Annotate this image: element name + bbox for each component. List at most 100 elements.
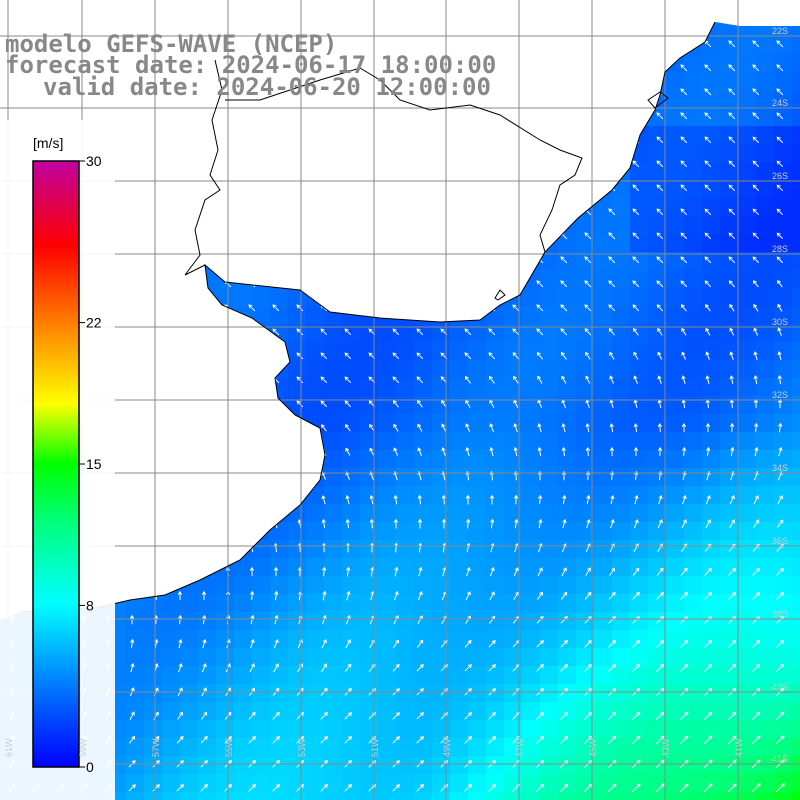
- field-cell: [252, 288, 271, 307]
- wind-arrow: [607, 735, 617, 745]
- field-cell: [540, 774, 559, 793]
- field-cell: [792, 540, 800, 559]
- field-cell: [432, 108, 451, 127]
- field-cell: [126, 702, 145, 721]
- wind-arrow: [178, 614, 183, 625]
- wind-arrow: [417, 447, 422, 457]
- field-cell: [648, 558, 667, 577]
- field-cell: [432, 468, 451, 487]
- field-cell: [162, 432, 181, 451]
- wind-arrow: [104, 22, 112, 24]
- wind-arrow: [128, 160, 136, 168]
- wind-arrow: [608, 40, 616, 48]
- field-cell: [432, 756, 451, 775]
- wind-arrow: [751, 735, 761, 745]
- field-cell: [162, 306, 181, 325]
- wind-arrow: [320, 136, 328, 144]
- field-cell: [144, 342, 163, 361]
- field-cell: [450, 450, 469, 469]
- wind-arrow: [679, 711, 689, 721]
- wind-arrow: [512, 352, 520, 360]
- field-cell: [558, 612, 577, 631]
- field-cell: [648, 198, 667, 217]
- field-cell: [648, 720, 667, 739]
- field-cell: [144, 180, 163, 199]
- field-cell: [252, 486, 271, 505]
- field-cell: [378, 648, 397, 667]
- field-cell: [162, 252, 181, 271]
- field-cell: [648, 540, 667, 559]
- wind-arrow: [777, 374, 782, 385]
- wind-arrow: [345, 639, 351, 649]
- field-cell: [360, 702, 379, 721]
- field-cell: [612, 36, 631, 55]
- wind-arrow: [296, 424, 303, 432]
- wind-arrow: [344, 352, 352, 360]
- wind-arrow: [704, 256, 712, 264]
- field-cell: [396, 504, 415, 523]
- wind-arrow: [416, 208, 424, 216]
- field-cell: [792, 684, 800, 703]
- field-cell: [792, 666, 800, 685]
- field-cell: [522, 288, 541, 307]
- wind-arrow: [512, 88, 520, 96]
- field-cell: [504, 666, 523, 685]
- field-cell: [126, 306, 145, 325]
- field-cell: [792, 0, 800, 19]
- field-cell: [126, 162, 145, 181]
- field-cell: [612, 522, 631, 541]
- field-cell: [198, 306, 217, 325]
- wind-arrow: [754, 422, 759, 433]
- colorbar-unit: [m/s]: [33, 135, 63, 151]
- field-cell: [594, 90, 613, 109]
- field-cell: [0, 0, 19, 19]
- field-cell: [18, 0, 37, 19]
- field-cell: [522, 630, 541, 649]
- wind-arrow: [727, 783, 737, 793]
- field-cell: [540, 342, 559, 361]
- longitude-label: 41W: [734, 738, 744, 757]
- field-cell: [216, 0, 235, 19]
- wind-arrow: [464, 280, 472, 288]
- field-cell: [162, 504, 181, 523]
- wind-arrow: [392, 400, 399, 408]
- field-cell: [594, 306, 613, 325]
- wind-arrow: [776, 519, 784, 529]
- wind-arrow: [754, 446, 759, 457]
- field-cell: [486, 504, 505, 523]
- wind-arrow: [729, 519, 735, 529]
- field-cell: [432, 486, 451, 505]
- wind-arrow: [344, 256, 352, 264]
- wind-arrow: [344, 304, 352, 312]
- field-cell: [486, 558, 505, 577]
- wind-arrow: [776, 88, 784, 96]
- field-cell: [666, 648, 685, 667]
- field-cell: [252, 450, 271, 469]
- wind-arrow: [656, 64, 664, 72]
- field-cell: [450, 252, 469, 271]
- field-cell: [306, 270, 325, 289]
- wind-arrow: [296, 304, 304, 312]
- field-cell: [126, 126, 145, 145]
- wind-arrow: [176, 160, 184, 168]
- field-cell: [324, 666, 343, 685]
- field-cell: [684, 594, 703, 613]
- wind-arrow: [681, 351, 687, 360]
- field-cell: [486, 126, 505, 145]
- field-cell: [774, 306, 793, 325]
- field-cell: [396, 306, 415, 325]
- field-cell: [630, 612, 649, 631]
- wind-arrow: [369, 447, 375, 456]
- field-cell: [432, 792, 451, 800]
- wind-arrow: [344, 184, 352, 192]
- field-cell: [666, 504, 685, 523]
- wind-arrow: [464, 783, 473, 792]
- wind-arrow: [728, 136, 736, 144]
- wind-arrow: [632, 88, 640, 96]
- field-cell: [396, 324, 415, 343]
- field-cell: [756, 216, 775, 235]
- field-cell: [126, 396, 145, 415]
- field-cell: [720, 558, 739, 577]
- wind-arrow: [392, 304, 400, 312]
- field-cell: [270, 540, 289, 559]
